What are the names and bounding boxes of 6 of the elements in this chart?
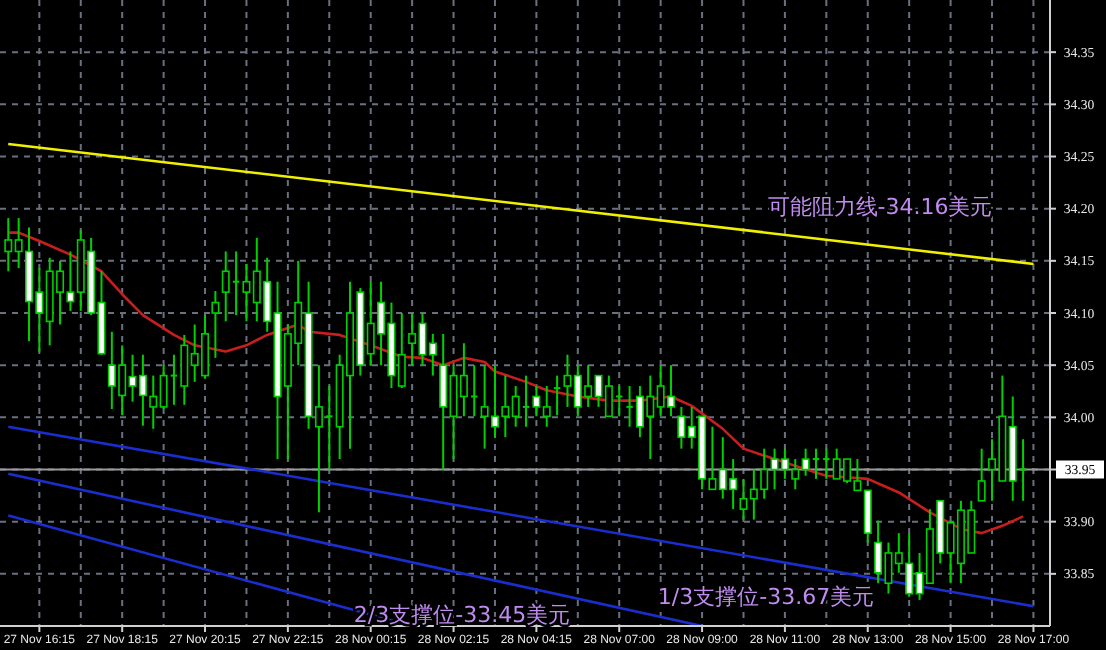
line-series (6, 231, 1025, 535)
candlestick (552, 374, 562, 417)
candlestick (977, 447, 986, 502)
annotation: 1/3支撑位-33.67美元 (657, 584, 875, 610)
annotation: 可能阻力线-34.16美元 (767, 194, 993, 220)
candlestick (211, 290, 220, 359)
